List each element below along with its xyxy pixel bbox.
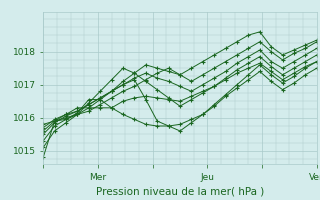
X-axis label: Pression niveau de la mer( hPa ): Pression niveau de la mer( hPa ) [96, 186, 264, 196]
